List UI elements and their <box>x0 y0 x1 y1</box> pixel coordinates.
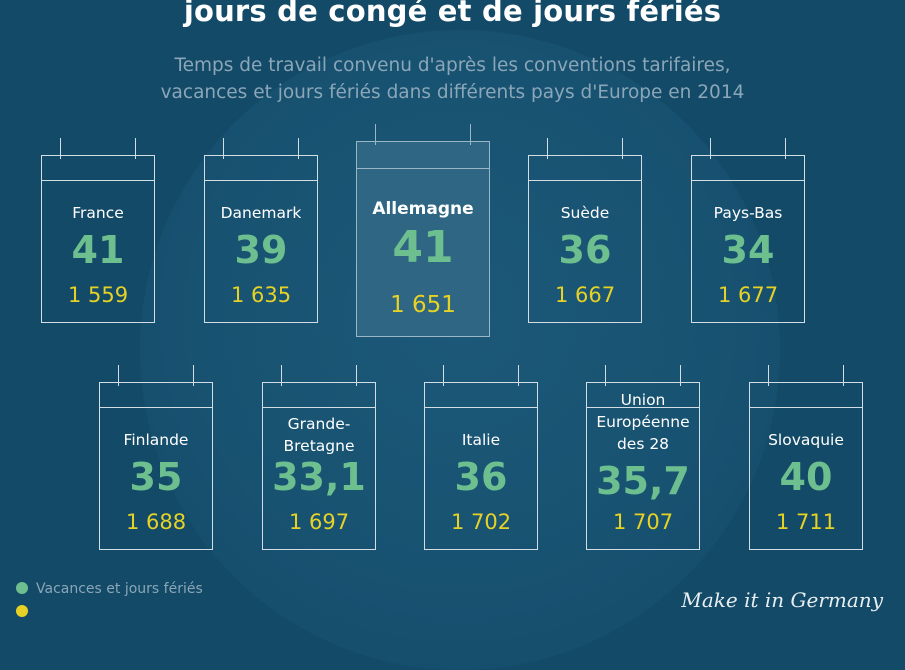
days-value: 33,1 <box>272 455 366 499</box>
calendar-slovaquie: Slovaquie 40 1 711 <box>749 365 863 550</box>
country-name: France <box>72 204 124 222</box>
calendar-ring-left <box>547 138 548 159</box>
calendar-ring-right <box>193 365 194 386</box>
hours-value: 1 702 <box>450 510 512 534</box>
calendar-header-line <box>100 407 212 408</box>
country-name: Suède <box>560 204 610 222</box>
calendar-suede: Suède 36 1 667 <box>528 138 642 323</box>
hours-value: 1 697 <box>288 510 350 534</box>
legend-days-label: Vacances et jours fériés <box>36 581 203 597</box>
country-name-line-2: Européenne <box>596 413 690 431</box>
days-value: 36 <box>558 228 612 272</box>
calendar-ring-right <box>680 365 681 386</box>
calendar-header-line <box>692 180 804 181</box>
country-name: Allemagne <box>372 199 474 219</box>
days-value: 35,7 <box>596 459 690 503</box>
calendar-header-line <box>425 407 537 408</box>
country-name: Slovaquie <box>768 431 844 449</box>
calendar-header-line <box>750 407 862 408</box>
calendar-ring-left <box>710 138 711 159</box>
hours-value: 1 711 <box>775 510 837 534</box>
calendar-header-line <box>263 407 375 408</box>
country-name-line-1: Union <box>620 391 666 409</box>
country-name: Grande- Bretagne <box>263 413 375 457</box>
hours-value: 1 677 <box>717 283 779 307</box>
country-name-line-2: Bretagne <box>283 437 355 455</box>
days-value: 41 <box>71 228 125 272</box>
country-name: Pays-Bas <box>713 204 783 222</box>
background-globe <box>140 30 780 670</box>
legend-yellow-dot-icon <box>16 605 28 617</box>
calendar-ring-left <box>223 138 224 159</box>
calendar-ring-right <box>843 365 844 386</box>
days-value: 39 <box>234 228 288 272</box>
country-name: Italie <box>461 431 501 449</box>
calendar-pays-bas: Pays-Bas 34 1 677 <box>691 138 805 323</box>
calendar-ring-left <box>375 124 376 145</box>
brand-logo: Make it in Germany <box>681 588 883 612</box>
hours-value: 1 707 <box>612 510 674 534</box>
hours-value: 1 635 <box>230 283 292 307</box>
calendar-header-line <box>205 180 317 181</box>
hours-value: 1 559 <box>67 283 129 307</box>
hours-value: 1 667 <box>554 283 616 307</box>
days-value: 40 <box>779 455 833 499</box>
calendar-header-line <box>529 180 641 181</box>
calendar-header-line <box>357 168 489 169</box>
calendar-ring-right <box>622 138 623 159</box>
calendar-italie: Italie 36 1 702 <box>424 365 538 550</box>
calendar-ring-left <box>443 365 444 386</box>
calendar-france: France 41 1 559 <box>41 138 155 323</box>
calendar-ring-right <box>356 365 357 386</box>
days-value: 35 <box>129 455 183 499</box>
subtitle-line-1: Temps de travail convenu d'après les con… <box>174 55 731 76</box>
legend-green-dot-icon <box>16 582 28 594</box>
calendar-ring-left <box>281 365 282 386</box>
calendar-ring-left <box>605 365 606 386</box>
hours-value: 1 688 <box>125 510 187 534</box>
calendar-allemagne: Allemagne 41 1 651 <box>356 124 490 337</box>
calendar-finlande: Finlande 35 1 688 <box>99 365 213 550</box>
days-value: 41 <box>392 222 454 273</box>
days-value: 36 <box>454 455 508 499</box>
calendar-ring-right <box>470 124 471 145</box>
calendar-ring-right <box>135 138 136 159</box>
calendar-grande-bretagne: Grande- Bretagne 33,1 1 697 <box>262 365 376 550</box>
subtitle-line-2: vacances et jours fériés dans différents… <box>160 82 745 103</box>
country-name: Union Européenne des 28 <box>587 389 699 455</box>
calendar-union-europeenne: Union Européenne des 28 35,7 1 707 <box>586 365 700 550</box>
legend-days: Vacances et jours fériés <box>16 581 203 597</box>
hours-value: 1 651 <box>390 292 456 318</box>
calendar-ring-left <box>60 138 61 159</box>
legend-hours <box>16 604 36 620</box>
page-title: jours de congé et de jours fériés <box>183 0 722 28</box>
calendar-danemark: Danemark 39 1 635 <box>204 138 318 323</box>
country-name: Danemark <box>220 204 302 222</box>
country-name-line-3: des 28 <box>616 435 670 453</box>
page-subtitle: Temps de travail convenu d'après les con… <box>0 52 905 106</box>
calendar-ring-left <box>118 365 119 386</box>
calendar-ring-right <box>785 138 786 159</box>
country-name: Finlande <box>123 431 189 449</box>
calendar-ring-right <box>298 138 299 159</box>
calendar-ring-right <box>518 365 519 386</box>
calendar-header-line <box>587 407 699 408</box>
days-value: 34 <box>721 228 775 272</box>
calendar-header-line <box>42 180 154 181</box>
country-name-line-1: Grande- <box>287 415 351 433</box>
calendar-ring-left <box>768 365 769 386</box>
